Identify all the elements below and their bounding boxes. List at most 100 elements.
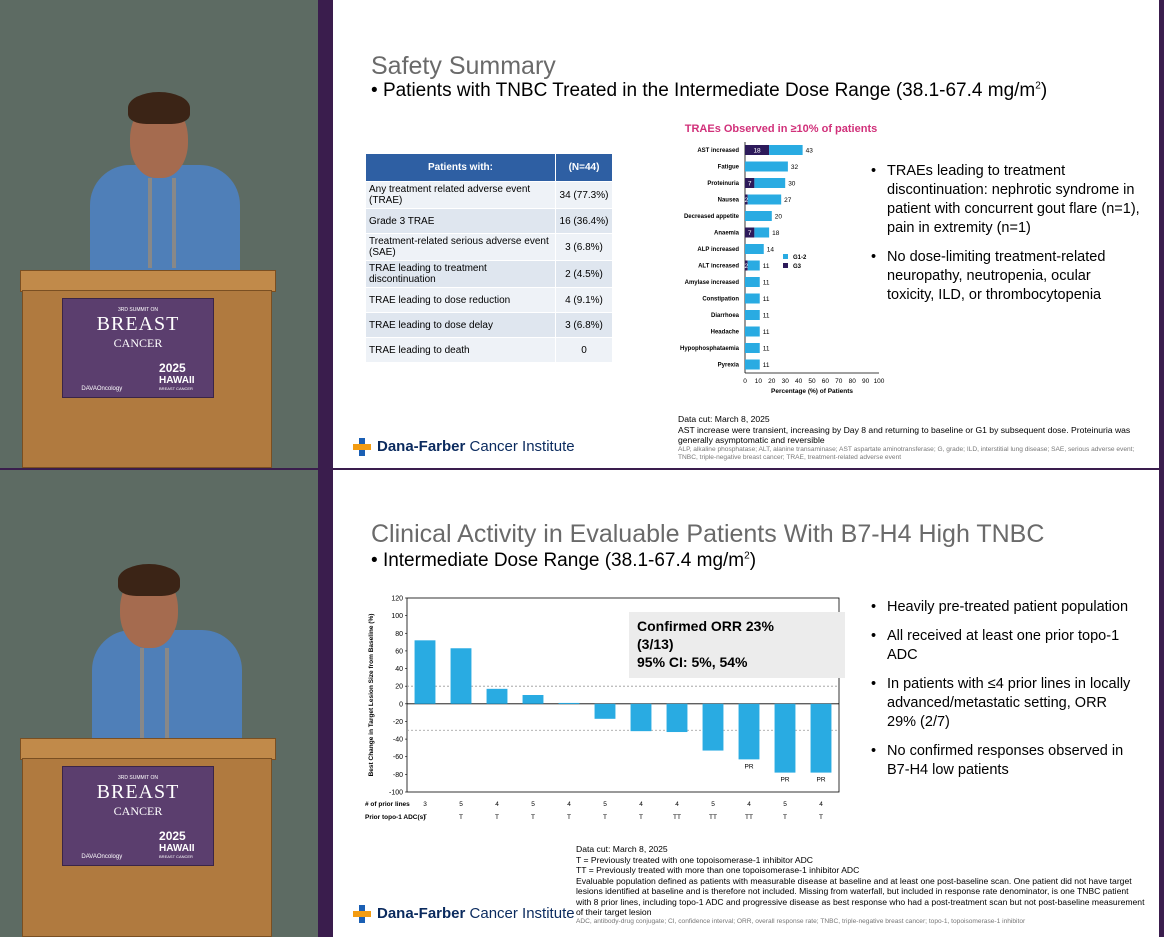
table-cell: Any treatment related adverse event (TRA… (365, 181, 556, 209)
legend-label: G3 (793, 264, 802, 270)
bar-total-label: 14 (767, 247, 775, 254)
category-label: ALP increased (697, 247, 739, 253)
prior-adc-value: T (819, 814, 823, 821)
bullet-item: All received at least one prior topo-1 A… (871, 627, 1131, 665)
category-label: Proteinuria (707, 181, 739, 187)
table-row: TRAE leading to death 0 (365, 337, 613, 363)
dana-farber-mark-icon (353, 905, 371, 923)
bar-g3-label: 2 (745, 197, 749, 204)
prior-lines-value: 4 (747, 801, 751, 808)
x-tick-label: 0 (743, 378, 747, 385)
sign-place-sub: BREAST CANCER (159, 386, 193, 391)
bar-g3 (745, 227, 755, 238)
bar-g1-2 (745, 326, 760, 337)
clinical-activity-slide: Clinical Activity in Evaluable Patients … (333, 470, 1159, 937)
logo-rest: Cancer Institute (465, 437, 575, 455)
y-axis-label: Best Change in Target Lesion Size from B… (368, 614, 375, 777)
table-cell: TRAE leading to dose delay (365, 312, 556, 338)
prior-lines-value: 4 (819, 801, 823, 808)
activity-bullets: Heavily pre-treated patient population A… (871, 598, 1131, 790)
lanyard (165, 648, 169, 738)
bar-total-label: 11 (763, 296, 770, 303)
logo-bold: Dana-Farber (377, 904, 466, 922)
table-cell: 3 (6.8%) (555, 233, 613, 261)
waterfall-bar (594, 703, 616, 719)
prior-adc-value: T (783, 814, 787, 821)
y-tick-label: -20 (393, 719, 403, 726)
slide-subtitle: • Patients with TNBC Treated in the Inte… (371, 80, 1048, 101)
row-label-prior-adc: Prior topo-1 ADC(s) (365, 814, 425, 821)
sign-line2: BREAST (96, 313, 180, 335)
category-label: Pyrexia (718, 363, 740, 369)
bar-g1-2 (745, 161, 788, 172)
x-tick-label: 40 (795, 378, 803, 385)
bar-g3-label: 7 (748, 230, 752, 237)
bar-g3-label: 2 (745, 263, 749, 270)
safety-slide: Safety Summary • Patients with TNBC Trea… (333, 0, 1159, 468)
bar-total-label: 20 (775, 214, 783, 221)
subtitle-text: Patients with TNBC Treated in the Interm… (382, 80, 1036, 101)
bar-total-label: 11 (763, 346, 770, 353)
orr-line: Confirmed ORR 23% (637, 618, 774, 634)
waterfall-bar (774, 703, 796, 773)
bar-total-label: 32 (791, 164, 799, 171)
note-line: Evaluable population defined as patients… (576, 875, 1145, 918)
bar-total-label: 11 (763, 263, 770, 270)
bar-total-label: 11 (763, 329, 770, 336)
slide-title: Safety Summary (371, 52, 556, 80)
waterfall-bar (810, 703, 832, 773)
bar-total-label: 30 (788, 181, 796, 188)
table-cell: 34 (77.3%) (555, 181, 613, 209)
plot-frame (406, 597, 840, 793)
bar-response-label: PR (816, 777, 825, 784)
prior-adc-value: T (531, 814, 535, 821)
sign-line2: BREAST (96, 781, 180, 803)
prior-adc-value: TT (709, 814, 717, 821)
waterfall-bar (738, 703, 760, 760)
table-row: Grade 3 TRAE 16 (36.4%) (365, 208, 613, 234)
waterfall-bar (702, 703, 724, 751)
bar-g1-2 (745, 359, 760, 370)
orr-line: 95% CI: 5%, 54% (637, 654, 748, 670)
prior-lines-value: 4 (495, 801, 499, 808)
waterfall-bar (414, 640, 436, 704)
bullet-item: No confirmed responses observed in B7-H4… (871, 742, 1131, 780)
safety-footnote: Data cut: March 8, 2025 AST increase wer… (678, 414, 1148, 462)
abbrev-line: ALP, alkaline phosphatase; ALT, alanine … (678, 445, 1135, 461)
bar-g1-2 (745, 244, 764, 254)
waterfall-bar (486, 688, 508, 704)
category-label: Diarrhoea (711, 313, 740, 319)
podium-sign: 3RD SUMMIT ON BREAST CANCER DAVAOncology… (62, 766, 214, 866)
category-label: Headache (711, 330, 740, 336)
x-tick-label: 100 (874, 378, 885, 385)
y-tick-label: -100 (389, 790, 403, 797)
sign-line1: 3RD SUMMIT ON (118, 307, 158, 313)
waterfall-bar (522, 695, 544, 704)
table-cell: TRAE leading to dose reduction (365, 287, 556, 313)
podium-top (20, 270, 276, 292)
table-header-n: (N=44) (555, 153, 613, 182)
category-label: Constipation (702, 297, 739, 303)
prior-adc-value: T (603, 814, 607, 821)
slide-subtitle: • Intermediate Dose Range (38.1-67.4 mg/… (371, 550, 757, 571)
bar-g1-2 (745, 310, 760, 320)
subtitle-end: ) (749, 550, 757, 571)
bullet-item: No dose-limiting treatment-related neuro… (871, 248, 1141, 305)
prior-lines-value: 5 (531, 801, 535, 808)
bar-g1-2 (747, 260, 760, 271)
prior-lines-value: 4 (675, 801, 679, 808)
table-cell: Grade 3 TRAE (365, 208, 556, 234)
note-line: TT = Previously treated with more than o… (576, 865, 860, 875)
sign-line3: CANCER (113, 804, 163, 818)
orr-line: (3/13) (637, 636, 674, 652)
bar-response-label: PR (780, 777, 789, 784)
y-tick-label: 120 (391, 596, 403, 603)
table-row: TRAE leading to dose reduction 4 (9.1%) (365, 287, 613, 313)
y-tick-label: -60 (393, 754, 403, 761)
bar-g1-2 (747, 194, 782, 205)
table-row: TRAE leading to dose delay 3 (6.8%) (365, 312, 613, 338)
prior-lines-value: 4 (567, 801, 571, 808)
y-tick-label: 40 (395, 666, 403, 673)
category-label: AST increased (697, 148, 739, 154)
prior-lines-value: 5 (603, 801, 607, 808)
